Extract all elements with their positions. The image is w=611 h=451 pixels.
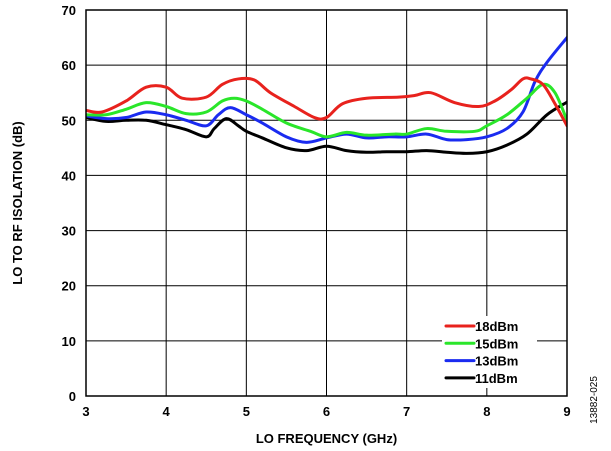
x-tick-label: 8: [483, 404, 490, 419]
x-tick-label: 3: [82, 404, 89, 419]
chart-legend: 18dBm 15dBm 13dBm 11dBm: [442, 316, 537, 388]
chart-series-group: [86, 36, 567, 155]
y-tick-label: 60: [62, 58, 76, 73]
y-tick-label: 30: [62, 224, 76, 239]
y-axis-title: LO TO RF ISOLATION (dB): [10, 121, 25, 284]
y-tick-label: 20: [62, 279, 76, 294]
y-tick-label: 40: [62, 168, 76, 183]
chart-grid: [86, 10, 567, 396]
legend-label-18dBm: 18dBm: [475, 319, 518, 334]
y-tick-label: 10: [62, 334, 76, 349]
x-tick-label: 7: [403, 404, 410, 419]
legend-background: [442, 316, 537, 388]
legend-label-15dBm: 15dBm: [475, 336, 518, 351]
plot-area-frame: [85, 9, 568, 397]
y-tick-label: 0: [69, 389, 76, 404]
x-axis-title: LO FREQUENCY (GHz): [256, 431, 397, 446]
series-line-15dBm: [86, 82, 567, 139]
legend-label-13dBm: 13dBm: [475, 354, 518, 369]
series-line-18dBm: [86, 76, 567, 128]
series-line-11dBm: [86, 100, 567, 155]
y-tick-label: 50: [62, 113, 76, 128]
figure-id: 13882-025: [589, 376, 600, 424]
axis-tick-labels: 3 4 5 6 7 8 9 0 10 20 30 40 50 60 70: [62, 3, 571, 419]
x-tick-label: 6: [323, 404, 330, 419]
legend-label-11dBm: 11dBm: [475, 371, 518, 386]
y-tick-label: 70: [62, 3, 76, 18]
x-tick-label: 5: [243, 404, 250, 419]
x-tick-label: 4: [163, 404, 171, 419]
x-tick-label: 9: [563, 404, 570, 419]
